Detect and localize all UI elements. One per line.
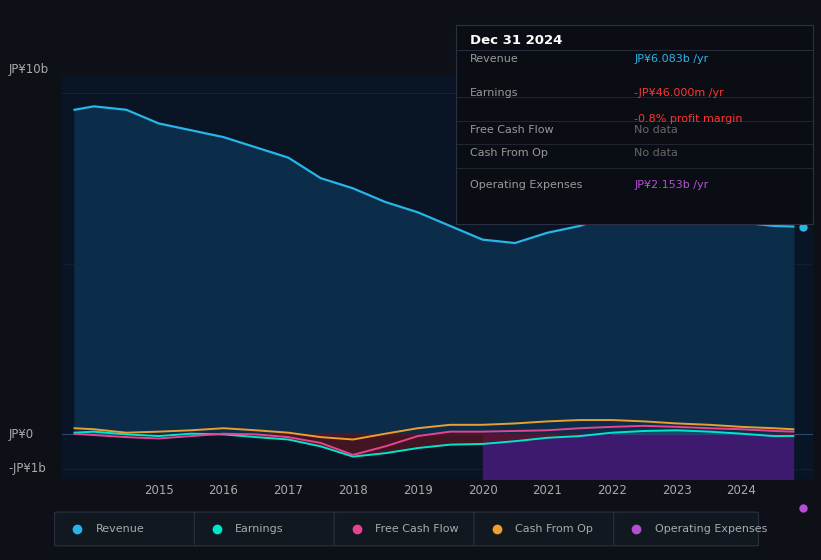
Text: Revenue: Revenue bbox=[470, 54, 519, 64]
Text: -JP¥1b: -JP¥1b bbox=[8, 462, 46, 475]
Text: Free Cash Flow: Free Cash Flow bbox=[470, 125, 553, 134]
Text: No data: No data bbox=[635, 148, 678, 158]
Text: -JP¥46.000m /yr: -JP¥46.000m /yr bbox=[635, 88, 724, 98]
FancyBboxPatch shape bbox=[334, 512, 479, 546]
Text: Cash From Op: Cash From Op bbox=[470, 148, 548, 158]
Text: Earnings: Earnings bbox=[470, 88, 518, 98]
Text: JP¥10b: JP¥10b bbox=[8, 63, 48, 76]
Text: JP¥0: JP¥0 bbox=[8, 428, 34, 441]
Text: No data: No data bbox=[635, 125, 678, 134]
Text: JP¥6.083b /yr: JP¥6.083b /yr bbox=[635, 54, 709, 64]
Text: Revenue: Revenue bbox=[95, 524, 144, 534]
FancyBboxPatch shape bbox=[54, 512, 200, 546]
Text: Operating Expenses: Operating Expenses bbox=[654, 524, 767, 534]
Text: Operating Expenses: Operating Expenses bbox=[470, 180, 582, 190]
Text: Cash From Op: Cash From Op bbox=[515, 524, 593, 534]
FancyBboxPatch shape bbox=[195, 512, 339, 546]
Text: Free Cash Flow: Free Cash Flow bbox=[375, 524, 459, 534]
Text: -0.8% profit margin: -0.8% profit margin bbox=[635, 114, 743, 124]
Text: Dec 31 2024: Dec 31 2024 bbox=[470, 34, 562, 47]
FancyBboxPatch shape bbox=[614, 512, 759, 546]
Text: Earnings: Earnings bbox=[236, 524, 284, 534]
FancyBboxPatch shape bbox=[474, 512, 619, 546]
Text: JP¥2.153b /yr: JP¥2.153b /yr bbox=[635, 180, 709, 190]
